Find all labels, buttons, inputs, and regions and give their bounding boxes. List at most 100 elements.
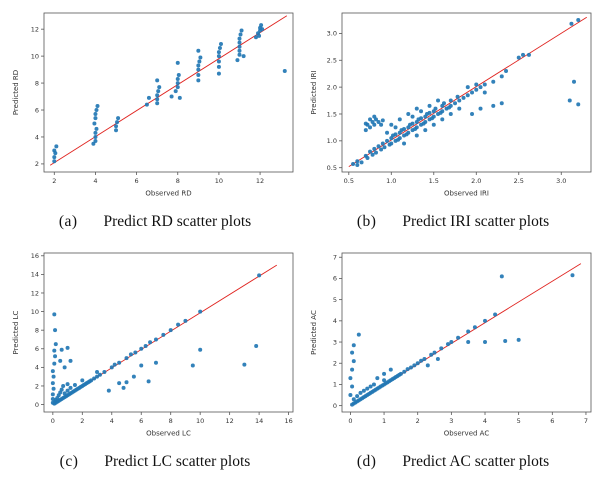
data-point — [196, 78, 201, 83]
data-point — [216, 64, 221, 69]
plot-svg-iri: 0.5 1.0 1.5 2.0 2.5 3.0 0.5 1.0 1.5 2.0 2.5 3.0 Obse… — [310, 12, 592, 198]
plot-frame — [43, 252, 294, 413]
x-tick-label: 6 — [550, 417, 554, 425]
y-tick-label: 2 — [333, 360, 337, 368]
data-point — [372, 146, 377, 151]
y-tick-label: 4 — [35, 133, 39, 141]
data-point — [217, 46, 222, 51]
data-point — [363, 121, 368, 126]
x-tick-label: 1.0 — [386, 177, 396, 185]
data-point — [482, 82, 487, 87]
x-tick-label: 6 — [139, 417, 143, 425]
data-point — [155, 93, 160, 98]
data-point — [52, 361, 57, 366]
data-point — [427, 110, 432, 115]
data-point — [72, 383, 77, 388]
data-point — [355, 394, 360, 399]
data-point — [567, 98, 572, 103]
y-tick-label: 5 — [333, 296, 337, 304]
caption-b: (b) Predict IRI scatter plots — [357, 213, 549, 231]
data-point — [92, 376, 97, 381]
plot-cell-iri: 0.5 1.0 1.5 2.0 2.5 3.0 0.5 1.0 1.5 2.0 2.5 3.0 Obse… — [304, 4, 602, 200]
scatter-plot-rd: 2 4 6 8 10 12 2 4 6 8 10 12 Observed RD Predicted RD — [9, 5, 301, 199]
data-point — [503, 338, 508, 343]
x-tick-label: 4 — [93, 177, 97, 185]
plot-cell-ac: 0 1 2 3 4 5 6 7 0 1 2 3 4 5 6 7 Observed AC Predicted AC — [304, 244, 602, 440]
data-point — [406, 130, 411, 135]
data-point — [168, 328, 173, 333]
data-point — [356, 332, 361, 337]
y-tick-label: 2 — [35, 382, 39, 390]
data-point — [368, 149, 373, 154]
data-point — [465, 85, 470, 90]
data-point — [216, 71, 221, 76]
data-point — [239, 28, 244, 33]
data-point — [412, 363, 417, 368]
data-point — [94, 126, 99, 131]
data-point — [380, 118, 385, 123]
data-point — [370, 152, 375, 157]
data-point — [50, 396, 55, 401]
caption-b-tag: (b) — [356, 213, 377, 230]
plot-svg-lc: 0 2 4 6 8 10 12 14 16 0 2 4 6 8 10 12 14 16 Observed LC Pre… — [12, 252, 294, 438]
caption-a-text: Predict RD scatter plots — [103, 213, 252, 230]
data-point — [115, 120, 120, 125]
data-point — [429, 352, 434, 357]
data-point — [440, 117, 445, 122]
data-point — [380, 141, 385, 146]
data-point — [576, 17, 581, 22]
data-point — [493, 312, 498, 317]
data-point — [106, 388, 111, 393]
data-point — [393, 125, 398, 130]
data-point — [440, 109, 445, 114]
data-point — [121, 385, 126, 390]
y-tick-label: 6 — [35, 345, 39, 353]
data-point — [257, 273, 262, 278]
data-point — [139, 363, 144, 368]
data-point — [148, 340, 153, 345]
data-point — [124, 380, 129, 385]
data-point — [414, 133, 419, 138]
data-point — [499, 74, 504, 79]
data-point — [491, 79, 496, 84]
data-point — [379, 122, 384, 127]
data-point — [499, 101, 504, 106]
data-point — [350, 384, 355, 389]
data-point — [190, 363, 195, 368]
data-point — [355, 163, 360, 168]
plot-frame — [341, 252, 592, 413]
data-point — [117, 381, 122, 386]
data-point — [414, 125, 419, 130]
data-point — [198, 347, 203, 352]
data-point — [237, 52, 242, 57]
data-point — [216, 59, 221, 64]
data-point — [397, 136, 402, 141]
data-point — [410, 121, 415, 126]
data-point — [102, 370, 107, 375]
data-point — [216, 50, 221, 55]
data-point — [53, 354, 58, 359]
y-tick-label: 12 — [31, 25, 39, 33]
data-point — [348, 376, 353, 381]
data-point — [351, 359, 356, 364]
data-point — [65, 345, 70, 350]
data-point — [52, 148, 57, 153]
y-tick-label: 2.0 — [327, 83, 337, 91]
data-point — [93, 139, 98, 144]
x-tick-label: 4 — [483, 417, 487, 425]
y-tick-label: 3.0 — [327, 30, 337, 38]
data-point — [80, 378, 85, 383]
data-point — [237, 48, 242, 53]
data-point — [402, 127, 407, 132]
data-point — [175, 81, 180, 86]
data-point — [406, 111, 411, 116]
data-point — [470, 90, 475, 95]
data-point — [375, 376, 380, 381]
y-axis-label: Predicted IRI — [310, 70, 318, 114]
data-point — [65, 382, 70, 387]
data-point — [176, 322, 181, 327]
data-point — [408, 365, 413, 370]
data-point — [455, 94, 460, 99]
data-point — [155, 78, 160, 83]
data-point — [97, 372, 102, 377]
